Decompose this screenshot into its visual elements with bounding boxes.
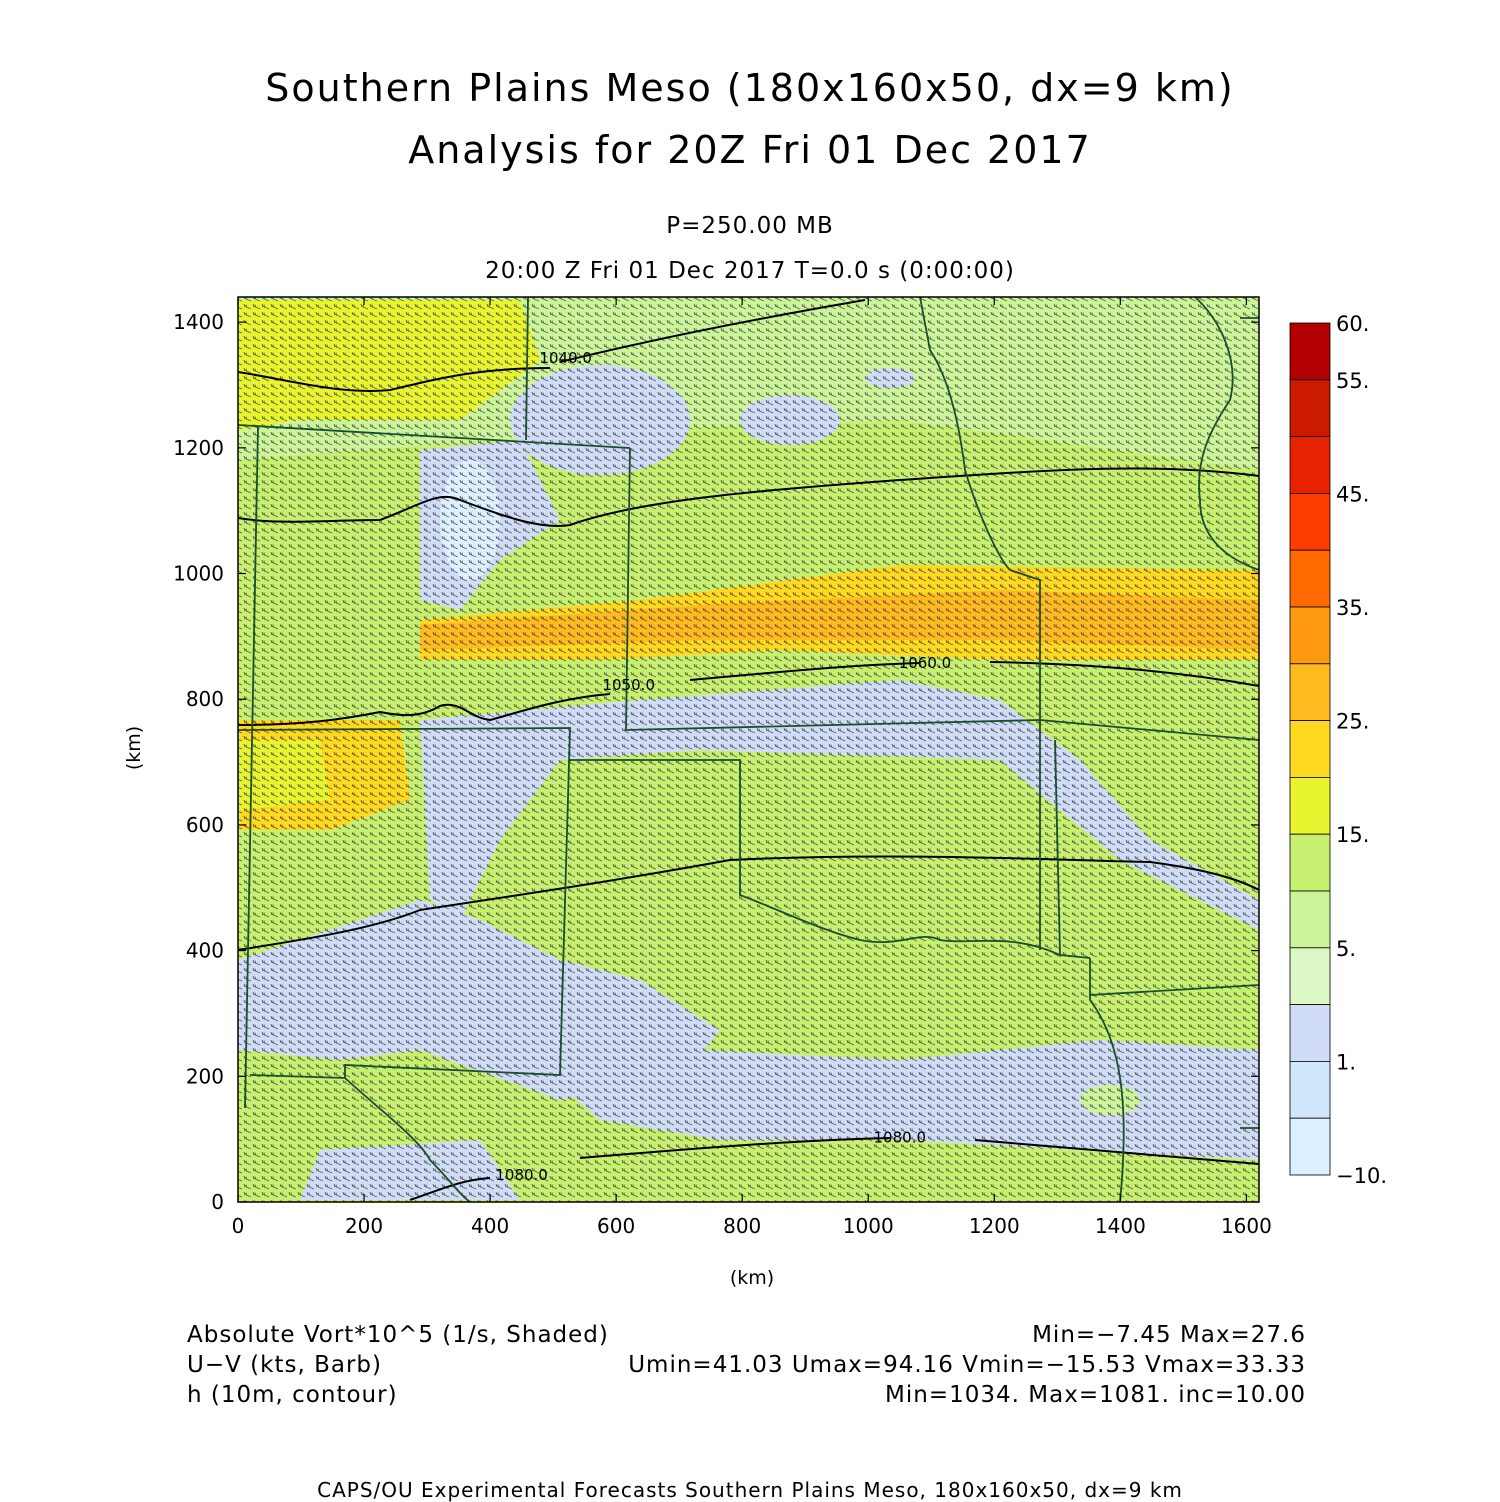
x-tick-label: 1600	[1221, 1214, 1272, 1238]
y-tick-label: 800	[186, 687, 224, 711]
x-tick-label: 1200	[969, 1214, 1020, 1238]
y-tick-label: 600	[186, 813, 224, 837]
plot-title-line1: Southern Plains Meso (180x160x50, dx=9 k…	[265, 66, 1235, 110]
y-tick-label: 0	[211, 1190, 224, 1214]
contour-label: 1060.0	[899, 654, 952, 672]
colorbar-swatch	[1289, 720, 1331, 778]
x-tick-label: 0	[232, 1214, 245, 1238]
x-axis-label: (km)	[730, 1267, 774, 1289]
colorbar-label: 60.	[1336, 312, 1369, 336]
colorbar-swatch	[1289, 1061, 1331, 1119]
valid-time-label: 20:00 Z Fri 01 Dec 2017 T=0.0 s (0:00:00…	[485, 258, 1015, 284]
contour-labels: 1040.0 1050.0 1060.0 1080.0 1080.0	[495, 349, 951, 1184]
pressure-level-label: P=250.00 MB	[666, 213, 834, 239]
colorbar-swatch	[1289, 890, 1331, 949]
y-axis-label: (km)	[123, 726, 145, 770]
colorbar-swatch	[1289, 1004, 1331, 1062]
colorbar-swatch	[1289, 379, 1331, 437]
contour-label: 1040.0	[539, 349, 592, 367]
colorbar-swatch	[1289, 436, 1331, 494]
y-axis: 0 200 400 600 800 1000 1200 1400	[173, 310, 1259, 1214]
legend-stats-wind: Umin=41.03 Umax=94.16 Vmin=−15.53 Vmax=3…	[628, 1352, 1306, 1378]
colorbar-swatch	[1289, 833, 1331, 892]
contour-label: 1080.0	[874, 1128, 927, 1146]
colorbar-label: 25.	[1336, 710, 1369, 734]
colorbar-swatch	[1289, 777, 1331, 835]
legend-stats-vorticity: Min=−7.45 Max=27.6	[1032, 1322, 1306, 1348]
x-tick-label: 600	[597, 1214, 635, 1238]
colorbar-swatch	[1289, 1117, 1331, 1176]
height-contours	[238, 299, 1259, 1201]
legend-field-vorticity: Absolute Vort*10^5 (1/s, Shaded)	[187, 1322, 609, 1348]
colorbar-swatch	[1289, 606, 1331, 665]
colorbar-label: 5.	[1336, 937, 1356, 961]
plot-frame	[237, 296, 1260, 1203]
y-tick-label: 400	[186, 939, 224, 963]
colorbar-swatch	[1289, 492, 1331, 551]
vorticity-shading	[238, 297, 1259, 1202]
colorbar-swatch	[1289, 322, 1331, 381]
state-borders	[238, 297, 1259, 1202]
footer-credit: CAPS/OU Experimental Forecasts Southern …	[317, 1478, 1183, 1502]
x-tick-label: 1400	[1095, 1214, 1146, 1238]
y-tick-label: 200	[186, 1064, 224, 1088]
x-tick-label: 200	[345, 1214, 383, 1238]
x-tick-label: 1000	[843, 1214, 894, 1238]
colorbar-label: 15.	[1336, 823, 1369, 847]
colorbar-label: 1.	[1336, 1050, 1356, 1074]
colorbar-label: −10.	[1336, 1164, 1387, 1188]
x-tick-label: 400	[471, 1214, 509, 1238]
legend-field-height: h (10m, contour)	[187, 1382, 398, 1408]
colorbar-label: 35.	[1336, 596, 1369, 620]
legend-field-wind: U−V (kts, Barb)	[187, 1352, 382, 1378]
colorbar: 60. 55. 45. 35. 25. 15. 5. 1. −10.	[1289, 312, 1387, 1188]
contour-label: 1050.0	[603, 676, 656, 694]
colorbar-label: 45.	[1336, 482, 1369, 506]
x-axis: 0 200 400 600 800 1000 1200 1400 1600	[232, 297, 1272, 1238]
colorbar-label: 55.	[1336, 369, 1369, 393]
legend-stats-height: Min=1034. Max=1081. inc=10.00	[885, 1382, 1306, 1408]
y-tick-label: 1000	[173, 562, 224, 586]
colorbar-swatch	[1289, 947, 1331, 1005]
y-tick-label: 1200	[173, 436, 224, 460]
contour-label: 1080.0	[495, 1166, 548, 1184]
y-tick-label: 1400	[173, 310, 224, 334]
colorbar-swatch	[1289, 663, 1331, 721]
x-tick-label: 800	[723, 1214, 761, 1238]
plot-title-line2: Analysis for 20Z Fri 01 Dec 2017	[408, 128, 1092, 172]
colorbar-swatch	[1289, 549, 1331, 608]
